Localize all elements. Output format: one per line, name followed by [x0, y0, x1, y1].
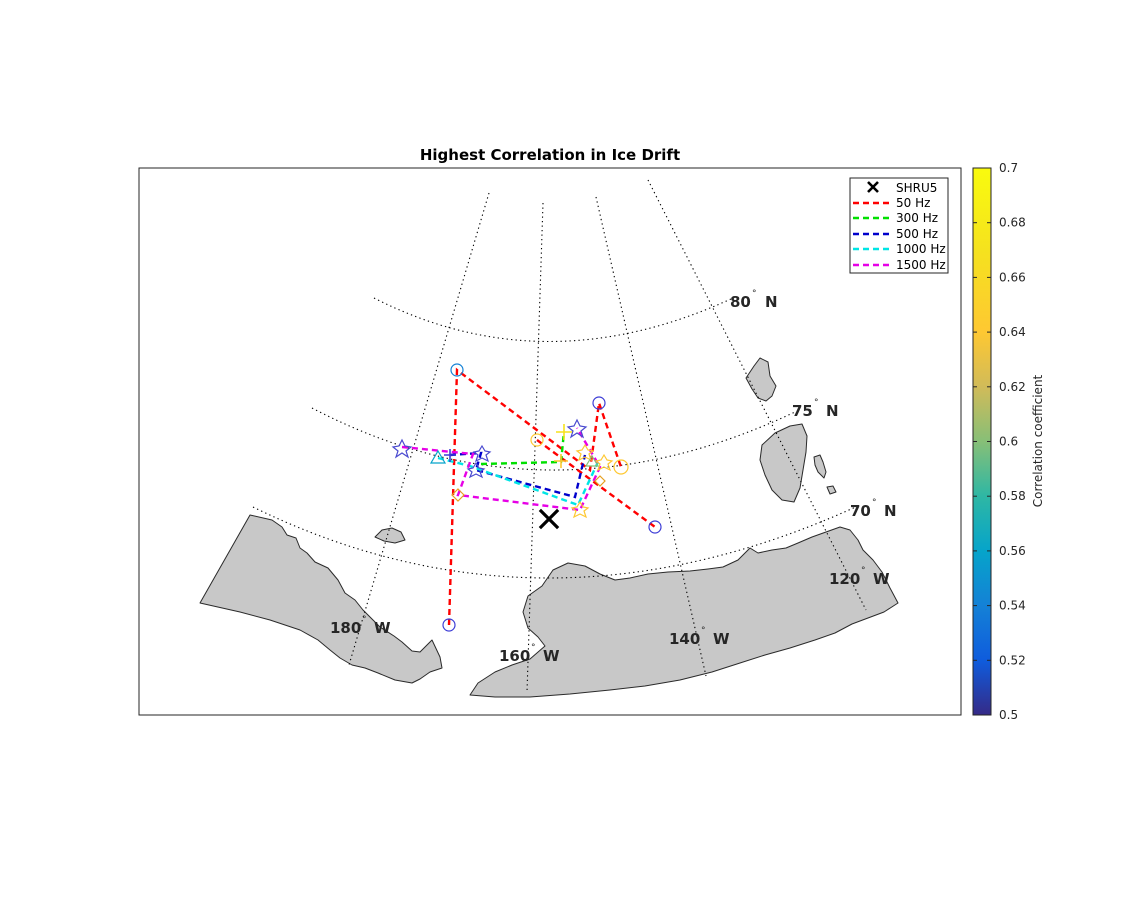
land-victoria-island-edge [813, 454, 827, 479]
legend-label-300hz: 300 Hz [896, 211, 938, 225]
label-140W-value: 140 [669, 630, 700, 648]
track-500hz [449, 451, 587, 499]
marker-circle [450, 363, 464, 377]
land-wrangel-island [374, 527, 406, 544]
meridian-150W [595, 196, 707, 677]
marker-circle [648, 520, 662, 534]
marker-plus [556, 424, 572, 440]
label-75N-suffix: N [826, 402, 839, 420]
meridian-180W [348, 192, 490, 666]
legend-label-1000hz: 1000 Hz [896, 242, 946, 256]
legend-label-1500hz: 1500 Hz [896, 258, 946, 272]
colorbar-tick-label: 0.54 [999, 599, 1026, 613]
label-180W: 180 ° W [330, 615, 391, 637]
track-1000hz [437, 456, 600, 507]
label-140W: 140 ° W [669, 626, 730, 648]
map-area [199, 179, 899, 698]
colorbar-tick-label: 0.64 [999, 325, 1026, 339]
degree-symbol: ° [531, 643, 536, 653]
land-banks-island [759, 423, 808, 503]
colorbar-tick-label: 0.52 [999, 653, 1026, 667]
colorbar-label: Correlation coefficient [1031, 374, 1045, 507]
label-120W-suffix: W [873, 570, 890, 588]
graticule-labels: 80 ° N 75 ° N 70 ° N 180 ° W 160 ° W 140… [330, 289, 897, 665]
marker-star [472, 444, 492, 463]
degree-symbol: ° [814, 398, 819, 408]
colorbar: 0.5 0.52 0.54 0.56 0.58 0.6 0.62 0.64 0.66 0.68 0.… [972, 161, 1045, 722]
label-120W-value: 120 [829, 570, 860, 588]
colorbar-tick-label: 0.7 [999, 161, 1018, 175]
label-75N: 75 ° N [792, 398, 839, 420]
station-shru5-marker [538, 508, 560, 530]
label-75N-value: 75 [792, 402, 813, 420]
label-180W-suffix: W [374, 619, 391, 637]
marker-star [575, 443, 595, 462]
degree-symbol: ° [362, 615, 367, 625]
degree-symbol: ° [701, 626, 706, 636]
legend-label-shru5: SHRU5 [896, 181, 937, 195]
label-160W-suffix: W [543, 647, 560, 665]
parallel-75N [311, 407, 796, 471]
marker-triangle [429, 449, 447, 464]
legend-box [849, 177, 949, 274]
colorbar-ticks: 0.5 0.52 0.54 0.56 0.58 0.6 0.62 0.64 0.66 0.68 0.… [973, 161, 1026, 722]
legend-label-50hz: 50 Hz [896, 196, 930, 210]
parallel-80N [373, 297, 734, 343]
legend: SHRU5 50 Hz 300 Hz 500 Hz 1000 Hz 1500 H… [849, 177, 949, 274]
label-80N: 80 ° N [730, 289, 778, 311]
marker-star [570, 500, 590, 519]
label-80N-value: 80 [730, 293, 751, 311]
label-160W: 160 ° W [499, 643, 560, 665]
track-50hz-tail [536, 439, 656, 528]
label-140W-suffix: W [713, 630, 730, 648]
marker-circle [592, 396, 606, 410]
marker-star [566, 418, 588, 439]
land-chukotka [199, 514, 443, 684]
label-160W-value: 160 [499, 647, 530, 665]
degree-symbol: ° [752, 289, 757, 299]
land-islet [826, 485, 837, 495]
meridian-170W [526, 202, 544, 693]
legend-shru5-marker [867, 181, 879, 193]
label-70N: 70 ° N [850, 498, 897, 520]
degree-symbol: ° [861, 566, 866, 576]
land-alaska-canada [469, 526, 899, 698]
marker-circle [530, 433, 544, 447]
label-120W: 120 ° W [829, 566, 890, 588]
marker-star [466, 461, 486, 479]
legend-label-500hz: 500 Hz [896, 227, 938, 241]
colorbar-tick-label: 0.62 [999, 380, 1026, 394]
marker-star [594, 453, 614, 472]
colorbar-tick-label: 0.58 [999, 489, 1026, 503]
label-70N-suffix: N [884, 502, 897, 520]
label-180W-value: 180 [330, 619, 361, 637]
marker-diamond [451, 488, 465, 502]
colorbar-tick-label: 0.5 [999, 708, 1018, 722]
label-70N-value: 70 [850, 502, 871, 520]
meridian-130W [647, 179, 867, 611]
marker-plus [554, 454, 568, 468]
marker-diamond [594, 475, 606, 487]
marker-star [391, 438, 413, 459]
degree-symbol: ° [872, 498, 877, 508]
land-prince-patrick-island [745, 357, 777, 402]
marker-triangle [584, 454, 600, 467]
colorbar-tick-label: 0.6 [999, 435, 1018, 449]
colorbar-tick-label: 0.56 [999, 544, 1026, 558]
colorbar-tick-label: 0.68 [999, 216, 1026, 230]
chart-title: Highest Correlation in Ice Drift [420, 146, 680, 164]
colorbar-tick-label: 0.66 [999, 270, 1026, 284]
label-80N-suffix: N [765, 293, 778, 311]
marker-circle [442, 618, 456, 632]
marker-plus [444, 449, 456, 462]
marker-circle [613, 459, 629, 475]
